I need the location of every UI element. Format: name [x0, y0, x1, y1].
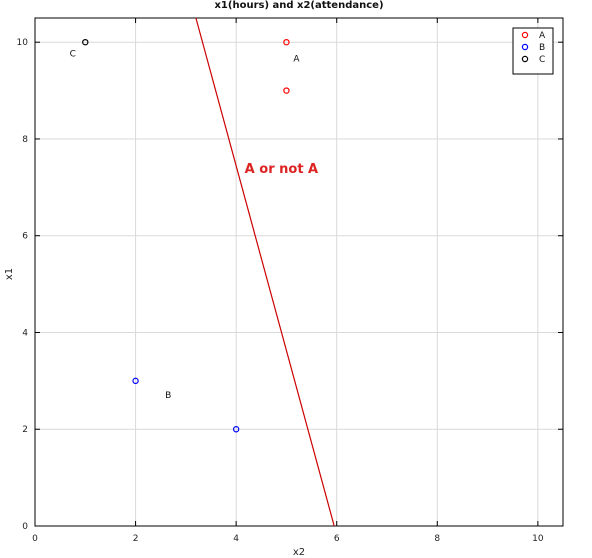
legend-marker-c — [521, 55, 529, 63]
plot-frame — [34, 17, 564, 527]
x-tick-label: 0 — [32, 534, 38, 544]
point-annotation: C — [70, 50, 76, 60]
point-a — [283, 87, 290, 94]
y-tick-label: 4 — [22, 328, 28, 338]
point-annotation: B — [165, 391, 171, 401]
point-c — [82, 38, 89, 46]
decision-boundary-line — [195, 17, 335, 527]
y-axis-label: x1 — [4, 268, 15, 280]
x-axis-label: x2 — [293, 547, 305, 558]
legend-label-a: A — [539, 31, 546, 41]
y-tick-label: 2 — [22, 425, 28, 435]
chart-title: x1(hours) and x2(attendance) — [214, 0, 383, 11]
y-tick-label: 8 — [22, 135, 28, 145]
data-points — [82, 38, 290, 433]
y-tick-label: 0 — [22, 522, 28, 532]
decision-line — [195, 17, 335, 527]
legend-box — [512, 27, 554, 75]
legend: ABC — [512, 27, 554, 75]
point-a — [283, 38, 290, 46]
ticks: 0 2 4 6 8 10 0 2 4 6 8 10 — [17, 18, 563, 544]
grid — [34, 18, 563, 527]
y-tick-label: 10 — [17, 38, 29, 48]
point-b — [132, 377, 139, 385]
legend-marker-b — [521, 43, 529, 51]
x-tick-label: 2 — [133, 534, 139, 544]
highlight-annotation: A or not A — [245, 162, 318, 177]
x-tick-label: 6 — [334, 534, 340, 544]
annotations: A B C A or not A — [70, 50, 319, 401]
legend-label-c: C — [539, 55, 545, 65]
legend-marker-a — [521, 31, 529, 39]
y-tick-label: 6 — [22, 232, 28, 242]
x-tick-label: 10 — [532, 534, 544, 544]
legend-label-b: B — [539, 43, 545, 53]
x-tick-label: 8 — [434, 534, 440, 544]
x-tick-label: 4 — [233, 534, 239, 544]
point-annotation: A — [293, 55, 300, 65]
point-b — [232, 426, 240, 433]
